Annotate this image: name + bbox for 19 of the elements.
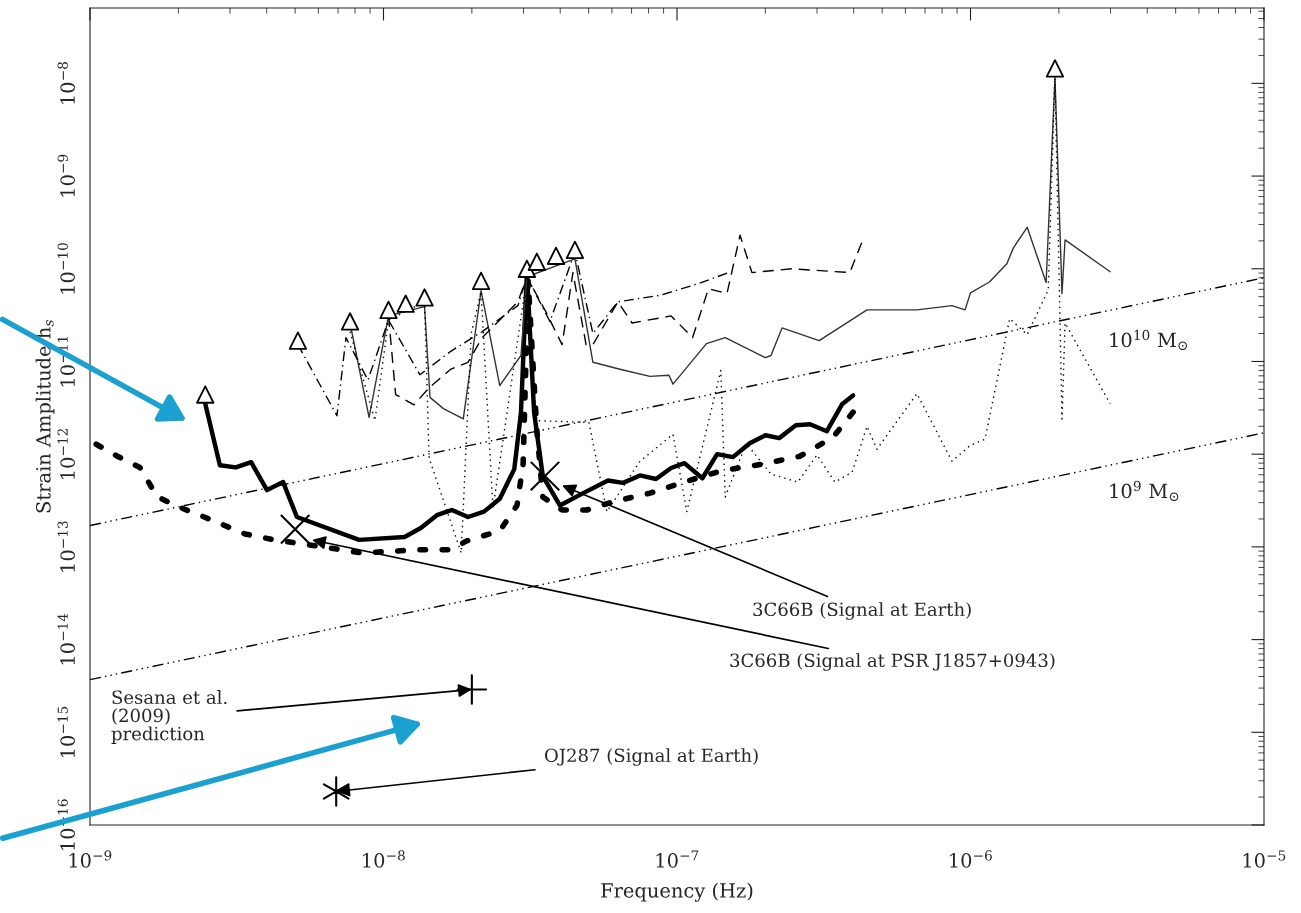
y-tick-label: 10$^{−8}$ bbox=[57, 62, 75, 104]
y-tick-label: 10$^{−12}$ bbox=[57, 429, 75, 479]
x-axis-title: Frequency (Hz) bbox=[601, 882, 753, 902]
annotation: OJ287 (Signal at Earth) bbox=[545, 748, 758, 766]
annotation: 10$^{10}$ M$_{⊙}$ bbox=[1110, 329, 1187, 351]
y-tick-label: 10$^{−10}$ bbox=[57, 243, 75, 294]
annotation: 3C66B (Signal at PSR J1857+0943) bbox=[730, 653, 1055, 671]
x-tick-label: 10$^{−7}$ bbox=[656, 850, 699, 868]
x-tick-label: 10$^{−5}$ bbox=[1243, 850, 1286, 868]
y-tick-label: 10$^{−15}$ bbox=[57, 706, 75, 758]
y-tick-label: 10$^{−13}$ bbox=[57, 521, 75, 572]
annotation: 3C66B (Signal at Earth) bbox=[753, 602, 971, 620]
x-tick-label: 10$^{−9}$ bbox=[69, 850, 112, 868]
annotation: 10$^{9}$ M$_{⊙}$ bbox=[1110, 480, 1179, 502]
x-tick-label: 10$^{−8}$ bbox=[363, 850, 405, 868]
y-tick-label: 10$^{−9}$ bbox=[57, 154, 75, 197]
annotation: Sesana et al. (2009) prediction bbox=[111, 690, 227, 744]
y-tick-label: 10$^{−14}$ bbox=[57, 613, 75, 665]
x-tick-label: 10$^{−6}$ bbox=[950, 850, 992, 868]
